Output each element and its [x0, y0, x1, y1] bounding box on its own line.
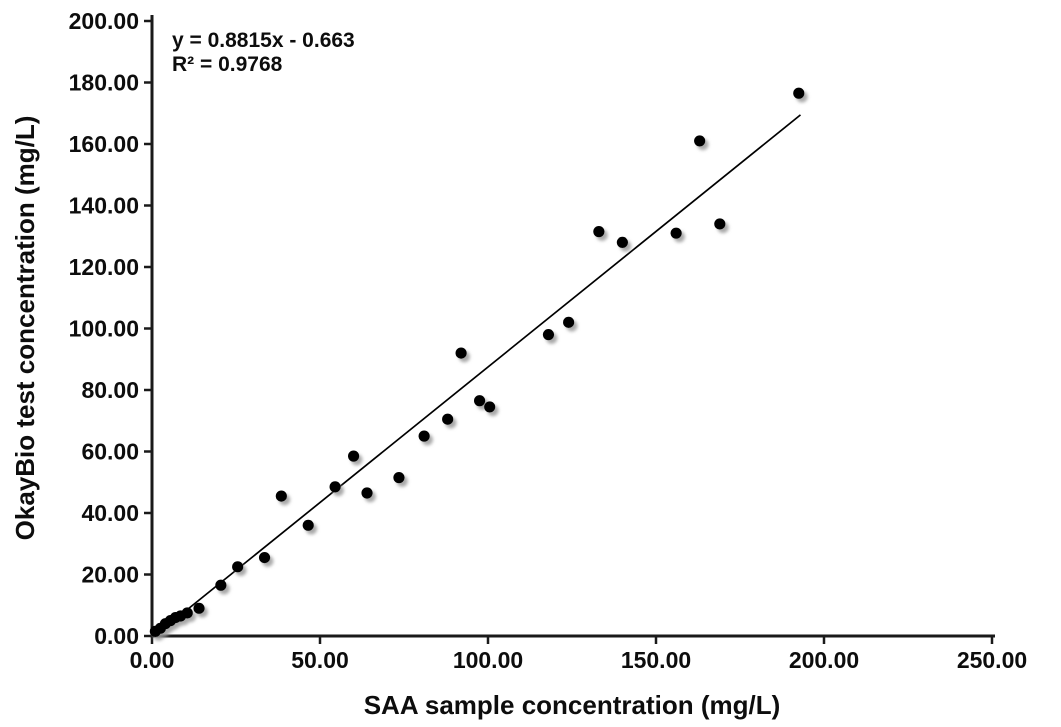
y-tick-label: 200.00: [69, 8, 139, 34]
x-tick-label: 150.00: [621, 647, 691, 673]
y-tick-label: 80.00: [81, 377, 139, 403]
data-point: [258, 551, 271, 564]
data-point: [714, 218, 726, 230]
data-point: [593, 226, 605, 238]
y-tick-label: 100.00: [69, 316, 139, 342]
data-point: [563, 316, 575, 328]
x-axis-title: SAA sample concentration (mg/L): [364, 690, 781, 720]
y-axis-title: OkayBio test concentration (mg/L): [10, 116, 40, 541]
axes-layer: 0.00 20.00 40.00 60.00 80.00 100.00 120.00 140.…: [69, 8, 1028, 673]
data-point: [329, 481, 341, 493]
data-point: [348, 450, 360, 462]
y-tick-label: 120.00: [69, 254, 139, 280]
data-point: [302, 519, 314, 531]
data-point: [474, 395, 486, 407]
y-tick-label: 160.00: [69, 131, 139, 157]
x-tick-label: 0.00: [130, 647, 175, 673]
data-point: [361, 487, 373, 499]
y-tick-label: 60.00: [81, 439, 139, 465]
points-layer: [149, 87, 805, 637]
trend-layer: [153, 114, 802, 637]
data-point: [418, 430, 430, 442]
data-point: [215, 579, 227, 591]
y-tick-label: 140.00: [69, 193, 139, 219]
data-point: [181, 607, 193, 619]
data-point: [455, 347, 467, 359]
x-tick-label: 200.00: [789, 647, 859, 673]
data-point: [232, 561, 244, 573]
y-tick-label: 0.00: [94, 623, 139, 649]
data-point: [793, 87, 805, 99]
data-point: [616, 236, 629, 248]
x-tick-label: 50.00: [291, 647, 349, 673]
data-point: [393, 472, 405, 484]
data-point: [484, 401, 496, 413]
y-tick-label: 40.00: [81, 500, 139, 526]
x-tick-label: 100.00: [453, 647, 523, 673]
y-tick-label: 20.00: [81, 562, 139, 588]
trendline-equation-label: y = 0.8815x - 0.663: [172, 29, 355, 52]
trend-line: [153, 114, 802, 637]
data-point: [670, 227, 682, 239]
data-point: [694, 135, 706, 147]
x-tick-label: 250.00: [957, 647, 1027, 673]
data-point: [193, 602, 205, 614]
y-tick-label: 180.00: [69, 70, 139, 96]
data-point: [275, 490, 287, 502]
r-squared-label: R² = 0.9768: [172, 53, 283, 76]
data-point: [542, 329, 555, 341]
data-point: [442, 413, 454, 425]
